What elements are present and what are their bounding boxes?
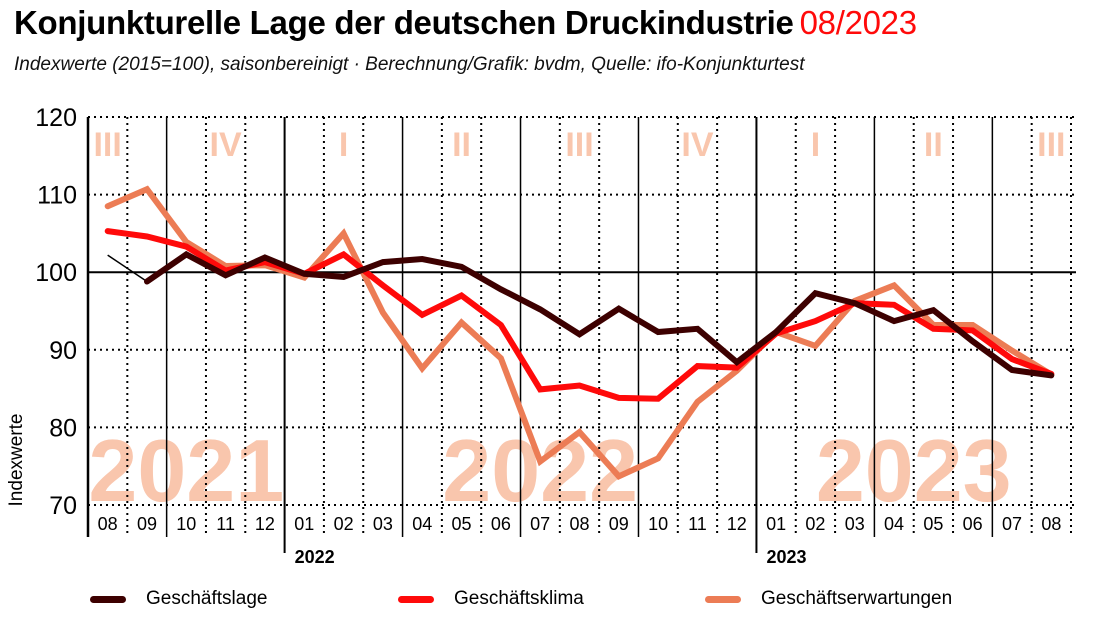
x-tick-label: 01 <box>294 514 314 534</box>
x-tick-label: 12 <box>255 514 275 534</box>
x-tick-label: 04 <box>412 514 432 534</box>
x-tick-label: 08 <box>569 514 589 534</box>
title-date: 08/2023 <box>799 4 917 41</box>
quarter-label: III <box>1037 126 1065 164</box>
legend: Geschäftslage Geschäftsklima Geschäftser… <box>0 588 1100 618</box>
chart-subtitle: Indexwerte (2015=100), saisonbereinigt ·… <box>14 54 805 75</box>
x-tick-label: 05 <box>923 514 943 534</box>
x-tick-label: 08 <box>98 514 118 534</box>
year-watermark: 2022 <box>442 421 638 520</box>
quarter-label: IV <box>681 126 713 164</box>
x-tick-label: 03 <box>845 514 865 534</box>
legend-swatch-geschaeftserwartungen <box>705 595 741 603</box>
quarter-label: IV <box>210 126 242 164</box>
x-tick-label: 06 <box>963 514 983 534</box>
legend-label: Geschäftserwartungen <box>761 588 953 609</box>
y-tick-label: 100 <box>35 259 77 287</box>
x-tick-label: 11 <box>688 514 707 534</box>
legend-item-geschaeftserwartungen: Geschäftserwartungen <box>705 588 952 610</box>
x-year-label: 2022 <box>295 547 335 567</box>
x-year-label: 2023 <box>766 547 806 567</box>
series-line-geschaeftslage <box>144 250 1055 379</box>
x-tick-label: 07 <box>1002 514 1022 534</box>
x-tick-label: 03 <box>373 514 393 534</box>
y-axis-label: Indexwerte <box>6 414 27 507</box>
quarter-label: I <box>339 126 348 164</box>
legend-label: Geschäftslage <box>146 588 268 609</box>
year-watermark: 2023 <box>816 421 1012 520</box>
quarter-label: II <box>452 126 471 164</box>
x-tick-label: 02 <box>805 514 825 534</box>
legend-item-geschaeftslage: Geschäftslage <box>90 588 267 610</box>
quarter-label: I <box>811 126 820 164</box>
legend-label: Geschäftsklima <box>454 588 584 609</box>
legend-item-geschaeftsklima: Geschäftsklima <box>398 588 584 610</box>
x-tick-label: 05 <box>452 514 472 534</box>
x-tick-label: 01 <box>766 514 786 534</box>
y-tick-label: 70 <box>49 492 77 520</box>
year-watermark: 2021 <box>88 421 284 520</box>
x-tick-label: 08 <box>1041 514 1061 534</box>
y-tick-label: 80 <box>49 414 77 442</box>
x-tick-label: 10 <box>648 514 668 534</box>
quarter-label: III <box>565 126 593 164</box>
y-tick-label: 120 <box>35 104 77 132</box>
x-tick-label: 02 <box>334 514 354 534</box>
x-tick-label: 09 <box>609 514 629 534</box>
title-text: Konjunkturelle Lage der deutschen Drucki… <box>14 4 794 41</box>
legend-swatch-geschaeftslage <box>90 595 126 603</box>
chart-title: Konjunkturelle Lage der deutschen Drucki… <box>14 4 917 42</box>
series-segment-thin <box>107 254 148 283</box>
legend-swatch-geschaeftsklima <box>398 595 434 603</box>
x-tick-label: 12 <box>727 514 747 534</box>
quarter-label: II <box>924 126 943 164</box>
x-tick-label: 04 <box>884 514 904 534</box>
x-tick-label: 10 <box>176 514 196 534</box>
x-tick-label: 06 <box>491 514 511 534</box>
x-tick-label: 11 <box>216 514 235 534</box>
quarter-label: III <box>93 126 121 164</box>
y-tick-label: 110 <box>37 182 77 210</box>
x-tick-label: 09 <box>137 514 157 534</box>
y-tick-label: 90 <box>49 337 77 365</box>
x-tick-label: 07 <box>530 514 550 534</box>
